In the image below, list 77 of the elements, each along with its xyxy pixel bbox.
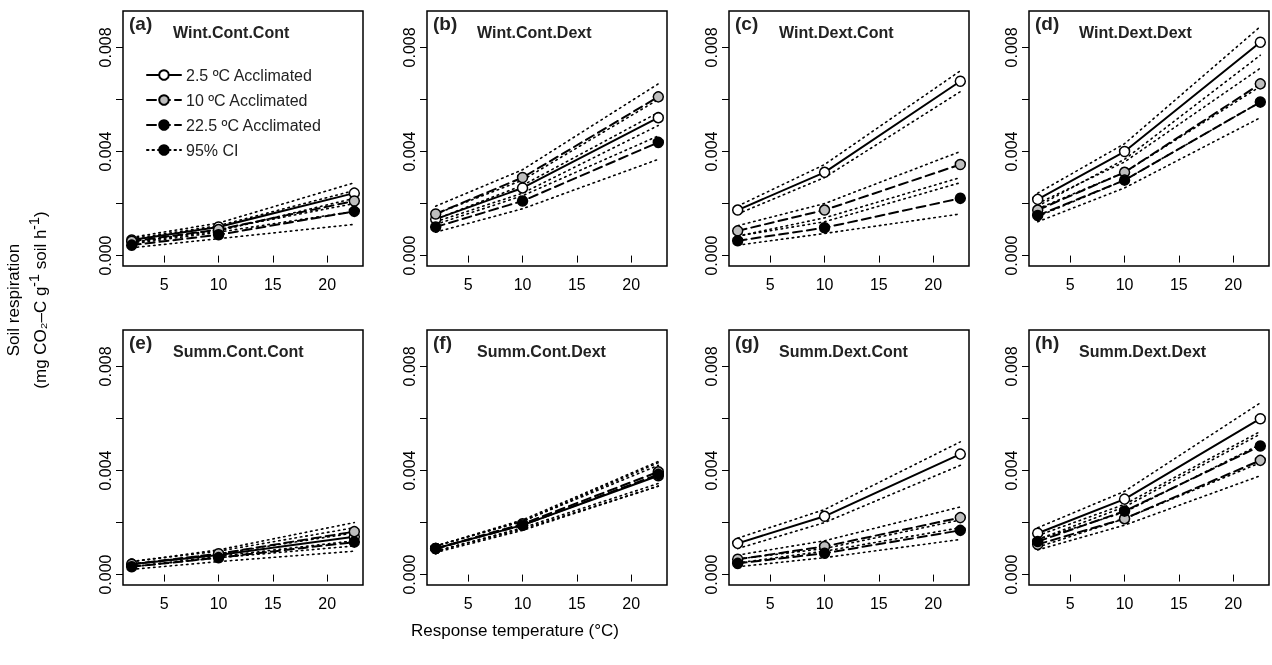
text: Summ.Dext.Dext bbox=[1079, 342, 1207, 360]
chart-title: (g) bbox=[735, 332, 760, 353]
x-tick-label: 15 bbox=[869, 275, 888, 293]
x-tick-label: 5 bbox=[765, 275, 775, 293]
x-tick-label: 20 bbox=[622, 594, 641, 612]
y-tick-label: 0.000 bbox=[1002, 554, 1020, 595]
x-tick-label: 15 bbox=[567, 594, 586, 612]
x-axis-title: Response temperature (°C) bbox=[409, 621, 621, 641]
y-tick-label: 0.000 bbox=[702, 554, 720, 595]
y-tick-label: 0.004 bbox=[400, 450, 418, 491]
y-tick-label: 0.004 bbox=[96, 131, 114, 172]
x-tick-label: 5 bbox=[765, 594, 775, 612]
x-tick-label: 5 bbox=[1065, 275, 1075, 293]
chart-title: (h) bbox=[1035, 332, 1060, 353]
x-tick-label: 20 bbox=[1224, 594, 1243, 612]
x-tick-label: 10 bbox=[513, 275, 532, 293]
text: Wint.Cont.Cont bbox=[173, 23, 290, 41]
text: Wint.Dext.Cont bbox=[779, 23, 895, 41]
x-tick-label: 10 bbox=[1115, 275, 1134, 293]
y-tick-label: 0.008 bbox=[96, 27, 114, 68]
text: Wint.Cont.Dext bbox=[477, 23, 593, 41]
x-tick-label: 10 bbox=[815, 275, 834, 293]
x-tick-label: 15 bbox=[1169, 594, 1188, 612]
text: Summ.Cont.Cont bbox=[173, 342, 305, 360]
y-tick-label: 0.000 bbox=[96, 554, 114, 595]
x-tick-label: 5 bbox=[463, 275, 473, 293]
y-tick-label: 0.008 bbox=[96, 346, 114, 387]
legend-label: 2.5 ºC Acclimated bbox=[186, 66, 312, 84]
x-tick-label: 10 bbox=[209, 594, 228, 612]
x-tick-label: 10 bbox=[209, 275, 228, 293]
x-tick-label: 5 bbox=[463, 594, 473, 612]
y-tick-label: 0.000 bbox=[400, 235, 418, 276]
x-tick-label: 20 bbox=[1224, 275, 1243, 293]
x-tick-label: 20 bbox=[622, 275, 641, 293]
chart-title: (b) bbox=[433, 13, 458, 34]
y-tick-label: 0.000 bbox=[96, 235, 114, 276]
x-tick-label: 15 bbox=[1169, 275, 1188, 293]
x-tick-label: 20 bbox=[924, 594, 943, 612]
x-tick-label: 15 bbox=[263, 275, 282, 293]
chart-title: (c) bbox=[735, 13, 759, 34]
x-tick-label: 20 bbox=[318, 275, 337, 293]
x-tick-label: 20 bbox=[924, 275, 943, 293]
y-tick-label: 0.000 bbox=[702, 235, 720, 276]
x-tick-label: 5 bbox=[1065, 594, 1075, 612]
y-tick-label: 0.000 bbox=[400, 554, 418, 595]
x-tick-label: 5 bbox=[159, 275, 169, 293]
legend-label: 10 ºC Acclimated bbox=[186, 91, 308, 109]
y-tick-label: 0.008 bbox=[1002, 346, 1020, 387]
y-tick-label: 0.008 bbox=[702, 27, 720, 68]
x-tick-label: 15 bbox=[567, 275, 586, 293]
y-tick-label: 0.004 bbox=[702, 450, 720, 491]
text: Summ.Dext.Cont bbox=[779, 342, 909, 360]
y-tick-label: 0.004 bbox=[400, 131, 418, 172]
y-tick-label: 0.004 bbox=[702, 131, 720, 172]
x-tick-label: 15 bbox=[263, 594, 282, 612]
x-tick-label: 10 bbox=[1115, 594, 1134, 612]
chart-title: (a) bbox=[129, 13, 153, 34]
y-tick-label: 0.004 bbox=[1002, 450, 1020, 491]
y-tick-label: 0.004 bbox=[96, 450, 114, 491]
x-tick-label: 15 bbox=[869, 594, 888, 612]
y-tick-label: 0.008 bbox=[1002, 27, 1020, 68]
legend-label: 95% CI bbox=[186, 141, 239, 159]
x-tick-label: 20 bbox=[318, 594, 337, 612]
x-tick-label: 10 bbox=[815, 594, 834, 612]
x-tick-label: 5 bbox=[159, 594, 169, 612]
y-tick-label: 0.008 bbox=[400, 27, 418, 68]
text: Summ.Cont.Dext bbox=[477, 342, 607, 360]
chart-title: (e) bbox=[129, 332, 153, 353]
chart-title: (d) bbox=[1035, 13, 1060, 34]
chart-title: (f) bbox=[433, 332, 452, 353]
y-tick-label: 0.008 bbox=[400, 346, 418, 387]
legend-label: 22.5 ºC Acclimated bbox=[186, 116, 321, 134]
text: Wint.Dext.Dext bbox=[1079, 23, 1193, 41]
x-tick-label: 10 bbox=[513, 594, 532, 612]
y-tick-label: 0.008 bbox=[702, 346, 720, 387]
y-tick-label: 0.000 bbox=[1002, 235, 1020, 276]
y-tick-label: 0.004 bbox=[1002, 131, 1020, 172]
